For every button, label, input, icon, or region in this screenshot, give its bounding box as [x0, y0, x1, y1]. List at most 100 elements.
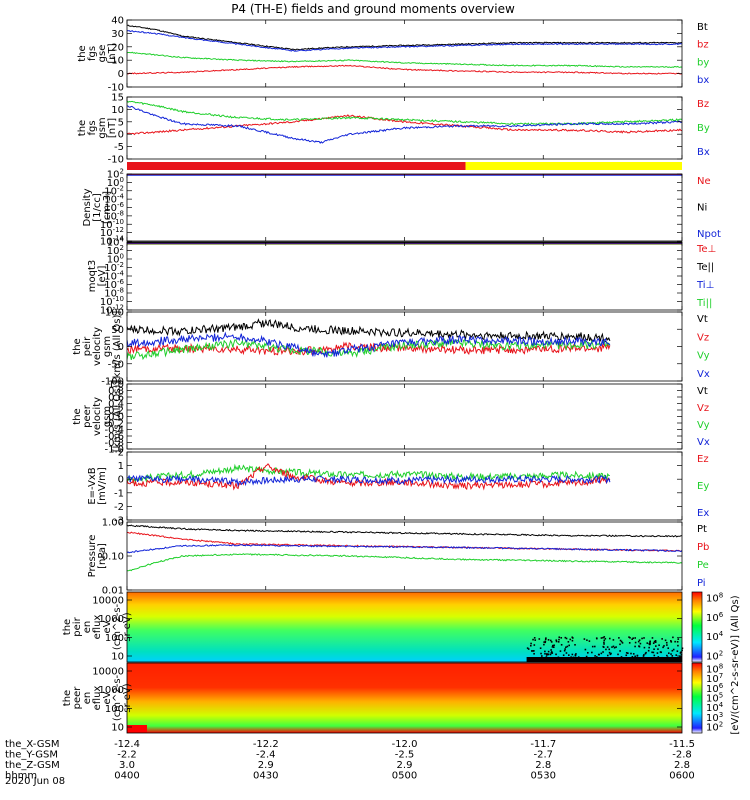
- legend-item: Pe: [697, 560, 709, 571]
- y-tick-label: 30: [111, 29, 124, 40]
- y-axis-label: gsm: [102, 336, 113, 357]
- spectrogram-noise: [591, 651, 593, 654]
- y-axis-label: peer: [72, 686, 83, 710]
- y-axis-label: sr-eV): [122, 612, 133, 641]
- x-axis-row-label: hhmm: [5, 771, 37, 782]
- spectrogram-noise: [544, 638, 547, 641]
- spectrogram-noise: [657, 648, 659, 650]
- colorbar-tick-label: 103: [706, 711, 723, 724]
- spectrogram-noise: [571, 636, 574, 639]
- spectrogram-noise: [667, 647, 670, 650]
- spectrogram-noise: [642, 655, 645, 657]
- spectrogram-noise: [612, 645, 615, 648]
- y-tick-label: -1: [114, 488, 124, 499]
- y-axis-label: [eV]: [97, 266, 108, 287]
- y-axis-label: E=-VxB: [87, 467, 98, 504]
- spectrogram-noise: [545, 654, 548, 656]
- panel-frame: [126, 662, 683, 734]
- spectrogram-noise: [550, 649, 552, 651]
- series-bz: [127, 64, 682, 75]
- series-Bx: [127, 105, 682, 144]
- spectrogram-noise: [632, 637, 634, 640]
- y-tick-label: -0.8: [104, 438, 124, 449]
- y-axis-label: [cm-3]: [102, 191, 113, 224]
- y-axis-label: the: [72, 408, 83, 424]
- spectrogram-noise: [569, 638, 572, 641]
- legend-item: by: [697, 57, 709, 68]
- spectrogram-noise: [549, 653, 552, 656]
- spectrogram-noise: [555, 639, 558, 642]
- spectrogram-noise: [539, 647, 542, 649]
- spectrogram-noise: [566, 645, 569, 648]
- spectrogram-noise: [611, 646, 613, 648]
- spectrogram-noise: [565, 637, 568, 640]
- spectrogram-noise: [550, 651, 553, 653]
- y-tick-label: -100: [101, 377, 124, 388]
- spectrogram-noise: [550, 641, 553, 643]
- spectrogram-fill: [127, 663, 682, 733]
- legend-item: Pb: [697, 542, 709, 553]
- x-tick-label: -2.2: [117, 750, 137, 761]
- spectrogram-noise: [526, 657, 682, 662]
- spectrogram-noise: [585, 655, 588, 658]
- y-tick-label: 10: [111, 56, 124, 67]
- spectrogram-noise: [565, 652, 568, 654]
- y-axis-label: (cm^2-s-: [112, 674, 123, 721]
- colorbar-tick-label: 104: [706, 630, 724, 643]
- spectrogram-noise: [631, 655, 634, 658]
- spectrogram-noise: [625, 654, 628, 657]
- y-tick-label: 50: [111, 325, 124, 336]
- spectrogram-noise: [664, 639, 667, 642]
- y-tick-label: 1000: [99, 614, 124, 625]
- spectrogram-noise: [529, 644, 532, 647]
- spectrogram-noise: [680, 651, 682, 653]
- colorbar-peer: [691, 662, 703, 734]
- y-axis-label: [mV/m]: [97, 467, 108, 505]
- spectrogram-noise: [676, 650, 679, 652]
- y-tick-label: 100: [105, 633, 124, 644]
- spectrogram-noise: [606, 646, 609, 648]
- spectrogram-noise: [674, 640, 676, 643]
- y-axis-label: peer: [82, 404, 93, 428]
- series-Vx: [127, 331, 611, 358]
- spectrogram-noise: [543, 641, 545, 643]
- spectrogram-noise: [647, 649, 650, 652]
- y-tick-label: 10-8: [104, 287, 124, 300]
- legend-item: Ti⊥: [696, 280, 714, 291]
- legend-item: Vt: [697, 314, 708, 325]
- y-axis-label: [nT]: [107, 118, 118, 138]
- panel-peer_velocity: 1.00.80.60.40.20.0-0.2-0.4-0.6-0.8-1.0 th…: [72, 380, 710, 456]
- spectrogram-noise: [651, 651, 653, 654]
- spectrogram-noise: [655, 645, 657, 647]
- y-tick-label: 1.00: [102, 518, 124, 529]
- y-tick-label: 0.0: [108, 412, 124, 423]
- x-tick-label: -12.2: [253, 739, 279, 750]
- spectrogram-noise: [553, 644, 555, 647]
- spectrogram-noise: [591, 645, 594, 648]
- panel-peir_velocity: 100 50 0 -50 -100 the peir velocity gsm [km/s (Al…: [72, 308, 710, 388]
- y-axis-label: [km/s (All Qs)]: [112, 311, 123, 383]
- y-tick-label: 0.2: [108, 406, 124, 417]
- spectrogram-noise: [628, 636, 630, 638]
- spectrogram-noise: [652, 651, 655, 654]
- y-tick-label: 5: [118, 117, 124, 128]
- x-axis-row-label: the_X-GSM: [5, 739, 59, 750]
- spectrogram-noise: [671, 655, 674, 657]
- y-axis-label: (cm^2-s-: [112, 603, 123, 650]
- spectrogram-noise: [564, 636, 567, 639]
- y-axis-label: en: [82, 621, 93, 634]
- x-tick-label: -12.4: [114, 739, 140, 750]
- panel-temperature: 10410210010-210-410-610-810-1010-12moqt3…: [87, 236, 716, 317]
- y-tick-label: 100: [107, 253, 124, 266]
- x-tick-label: 2.8: [674, 760, 690, 771]
- series-Pt: [127, 524, 682, 538]
- panel-peir_spec: 10000 1000 100 10 the peir en eflux eV (cm^2-s-sr…: [62, 592, 724, 663]
- spectrogram-noise: [602, 636, 604, 639]
- spectrogram-noise: [627, 652, 629, 655]
- spectrogram-noise: [638, 639, 641, 641]
- y-axis-label: gsm: [97, 117, 108, 138]
- spectrogram-noise: [677, 644, 679, 647]
